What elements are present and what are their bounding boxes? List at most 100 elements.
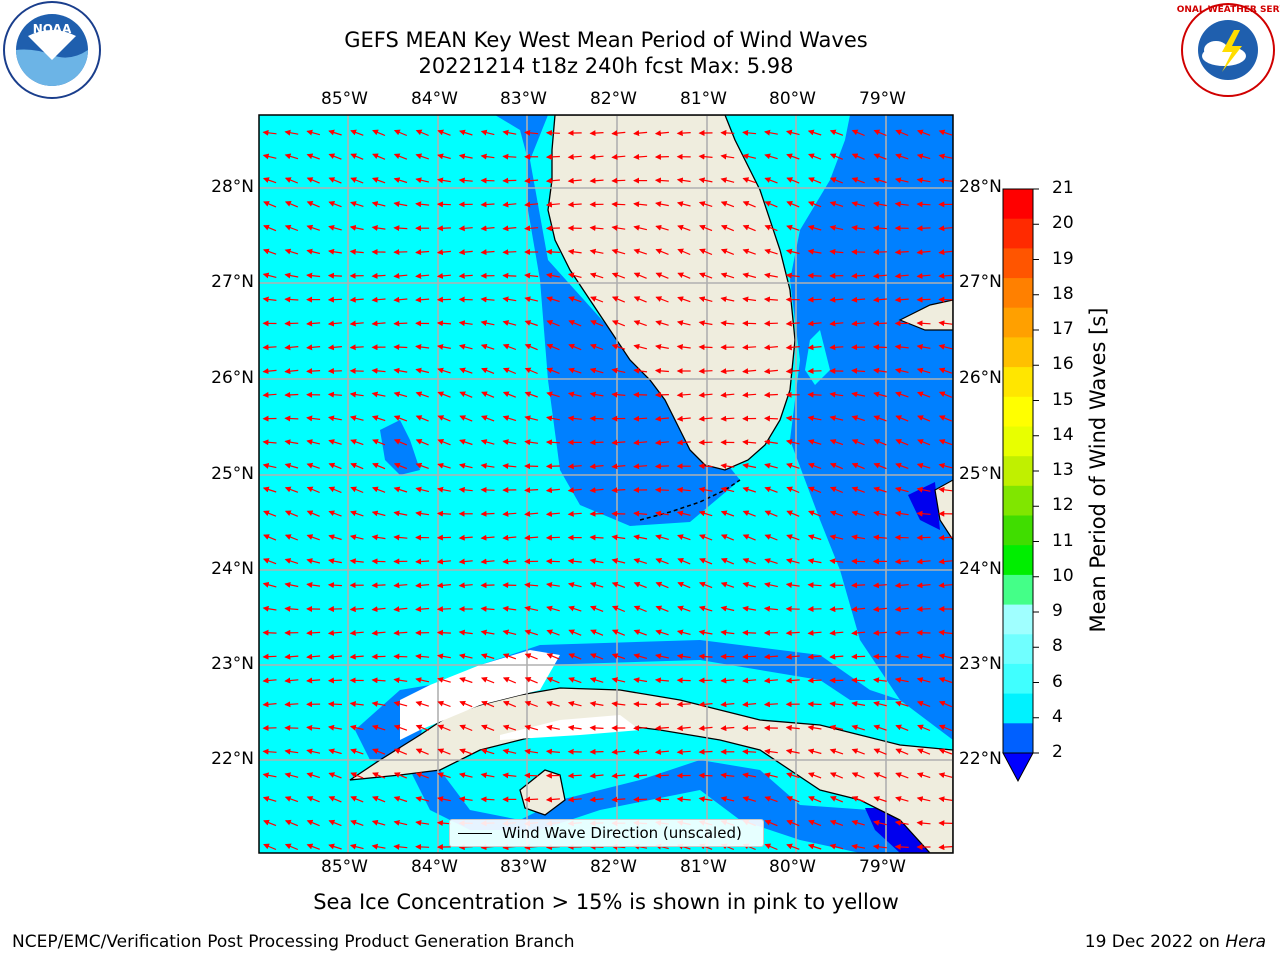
wave-direction-arrow — [393, 724, 408, 731]
wave-direction-arrow — [655, 248, 669, 255]
wave-direction-arrow — [349, 558, 364, 565]
wave-direction-arrow — [895, 462, 909, 469]
wave-direction-arrow — [263, 224, 277, 232]
wave-direction-arrow — [328, 796, 342, 803]
wave-direction-arrow — [764, 224, 778, 232]
wave-direction-arrow — [699, 558, 713, 565]
wave-direction-arrow — [633, 367, 648, 374]
legend-line-icon — [458, 832, 492, 834]
wave-direction-arrow — [415, 153, 429, 160]
wave-direction-arrow — [720, 510, 735, 517]
wave-direction-arrow — [654, 463, 669, 470]
wave-direction-arrow — [611, 177, 626, 184]
wave-direction-arrow — [720, 153, 735, 160]
wave-direction-arrow — [458, 153, 473, 160]
wave-direction-arrow — [306, 368, 321, 375]
wave-direction-arrow — [938, 677, 953, 684]
wave-direction-arrow — [436, 582, 451, 589]
colorbar-bin — [1003, 723, 1033, 754]
wave-direction-arrow — [938, 844, 953, 851]
wave-direction-arrow — [807, 344, 822, 351]
wave-direction-arrow — [829, 629, 844, 636]
wave-direction-arrow — [873, 796, 887, 803]
wave-direction-arrow — [480, 534, 495, 541]
wave-direction-arrow — [633, 343, 648, 350]
wave-direction-arrow — [872, 344, 887, 351]
wave-direction-arrow — [371, 558, 386, 565]
wave-direction-arrow — [545, 201, 560, 208]
wave-direction-arrow — [436, 820, 451, 827]
wave-direction-arrow — [851, 153, 865, 160]
wave-direction-arrow — [328, 510, 342, 517]
wave-direction-arrow — [654, 367, 669, 374]
wave-direction-arrow — [567, 772, 582, 779]
wave-direction-arrow — [807, 701, 822, 708]
wave-direction-arrow — [524, 272, 539, 279]
wave-direction-arrow — [633, 772, 648, 779]
wave-direction-arrow — [328, 724, 342, 731]
wave-direction-arrow — [263, 510, 277, 517]
wave-direction-arrow — [545, 510, 560, 517]
wave-direction-arrow — [306, 724, 321, 731]
wave-direction-arrow — [655, 320, 669, 326]
wave-direction-arrow — [633, 439, 648, 446]
wave-direction-arrow — [589, 225, 604, 232]
wave-direction-arrow — [262, 344, 277, 351]
colorbar-tick-label: 2 — [1052, 742, 1063, 762]
wave-direction-arrow — [633, 201, 648, 208]
wave-direction-arrow — [437, 772, 451, 779]
wave-direction-arrow — [633, 605, 647, 613]
nws-logo: NATIONAL WEATHER SERVICE — [1176, 3, 1280, 97]
wave-direction-arrow — [589, 724, 604, 731]
wave-direction-arrow — [807, 462, 822, 470]
wave-direction-arrow — [393, 320, 408, 327]
wave-direction-arrow — [284, 248, 299, 255]
wave-direction-arrow — [851, 772, 865, 779]
wave-direction-arrow — [590, 629, 604, 636]
wave-direction-arrow — [698, 796, 713, 803]
wave-direction-arrow — [829, 772, 844, 779]
wave-direction-arrow — [589, 534, 604, 541]
lat-tick-left: 26°N — [211, 368, 254, 388]
wave-direction-arrow — [502, 343, 517, 351]
wave-direction-arrow — [458, 796, 473, 803]
wave-direction-arrow — [654, 772, 669, 779]
wave-direction-arrow — [545, 153, 560, 160]
wave-direction-arrow — [894, 344, 909, 351]
wave-direction-arrow — [567, 248, 582, 255]
wave-direction-arrow — [524, 700, 538, 708]
wave-direction-arrow — [262, 296, 277, 303]
wave-direction-arrow — [655, 653, 669, 660]
wave-direction-arrow — [763, 415, 778, 422]
wave-direction-arrow — [873, 772, 887, 779]
wave-direction-arrow — [393, 462, 408, 470]
wave-direction-arrow — [437, 177, 451, 184]
wave-direction-arrow — [764, 153, 778, 160]
wave-direction-arrow — [786, 462, 800, 469]
wave-direction-arrow — [785, 653, 800, 660]
wave-direction-arrow — [589, 677, 604, 683]
wave-direction-arrow — [895, 748, 909, 755]
wave-direction-arrow — [502, 748, 517, 755]
wave-direction-arrow — [350, 177, 364, 184]
wave-direction-arrow — [698, 415, 713, 422]
wave-direction-arrow — [306, 677, 321, 684]
wave-direction-arrow — [567, 724, 582, 731]
wave-direction-arrow — [371, 391, 386, 398]
wave-direction-arrow — [262, 368, 277, 375]
wave-direction-arrow — [284, 296, 299, 303]
wave-direction-arrow — [480, 343, 495, 350]
wave-direction-arrow — [894, 843, 909, 850]
lat-tick-right: 26°N — [959, 368, 1002, 388]
wave-direction-arrow — [851, 677, 866, 684]
wave-direction-arrow — [676, 486, 691, 493]
wave-direction-arrow — [676, 653, 691, 660]
wave-direction-arrow — [698, 629, 713, 636]
wave-direction-arrow — [785, 582, 800, 588]
wave-direction-arrow — [262, 629, 277, 636]
wave-direction-arrow — [786, 510, 800, 517]
wave-direction-arrow — [698, 772, 713, 779]
wave-direction-arrow — [894, 272, 909, 279]
wave-direction-arrow — [328, 772, 342, 779]
wave-direction-arrow — [872, 629, 887, 636]
